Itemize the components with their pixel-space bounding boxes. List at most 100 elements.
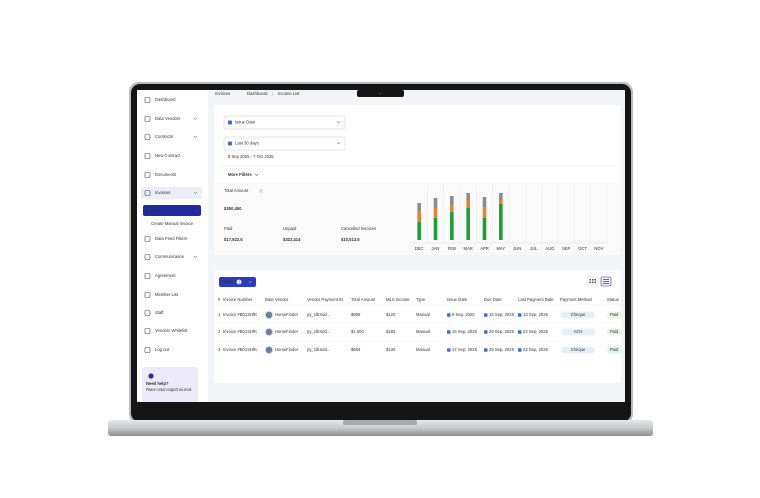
menu-item[interactable]: Invoices bbox=[155, 190, 170, 195]
x-tick-label: JUN bbox=[513, 246, 521, 251]
menu-highlight bbox=[141, 187, 202, 199]
table-cell: py_1lbXdd... bbox=[307, 329, 330, 334]
table-cell: 3 bbox=[218, 347, 221, 352]
column-header: # bbox=[218, 297, 221, 302]
column-header: Due Date bbox=[484, 297, 502, 302]
column-header: Invoice Number bbox=[223, 297, 253, 302]
table-cell: Manual bbox=[416, 312, 430, 317]
vendor-avatar bbox=[265, 328, 273, 336]
table-cell: 1 bbox=[218, 312, 221, 317]
column-header: Date Vendor bbox=[265, 297, 289, 302]
x-tick-label: NOV bbox=[594, 246, 603, 251]
bar-segment bbox=[482, 218, 487, 240]
x-tick-label: MAY bbox=[496, 246, 505, 251]
summary-value: $322,414 bbox=[283, 237, 301, 242]
bar-segment bbox=[482, 197, 487, 207]
bar-segment bbox=[450, 196, 454, 205]
screen: Dashboard Data Vendors Contracts New Contra… bbox=[137, 90, 625, 402]
filter-badge bbox=[236, 279, 242, 285]
table-cell: HomeFinder bbox=[275, 312, 299, 317]
x-tick-label: APR bbox=[480, 246, 489, 251]
chevron bbox=[254, 173, 259, 176]
bar-segment bbox=[466, 193, 470, 200]
table-cell: $599 bbox=[351, 312, 361, 317]
status-pill bbox=[607, 311, 623, 319]
sidebar bbox=[137, 90, 208, 402]
column-header: Status bbox=[607, 297, 619, 302]
column-header: MLS Income bbox=[386, 297, 410, 302]
column-header: Type bbox=[416, 297, 426, 302]
bar-segment bbox=[433, 198, 438, 208]
help-box bbox=[142, 367, 198, 402]
bar-segment bbox=[433, 208, 438, 218]
menu-item[interactable]: Data Feed Filters bbox=[155, 236, 187, 241]
calendar-icon bbox=[484, 313, 488, 317]
table-cell: Invoice #B01SHfK bbox=[223, 312, 257, 317]
summary-label: Unpaid bbox=[283, 226, 297, 231]
more-filters[interactable]: More Filters bbox=[228, 172, 252, 177]
menu-item[interactable]: Documents bbox=[155, 172, 176, 177]
table-cell: 13 Sep, 2025 bbox=[523, 312, 549, 317]
chevron bbox=[336, 121, 341, 124]
submenu-item[interactable]: Income List bbox=[150, 208, 172, 213]
bar-segment bbox=[499, 200, 503, 204]
chevron bbox=[193, 117, 198, 120]
summary-label: Total Amount bbox=[224, 188, 249, 193]
summary-label: Paid bbox=[224, 226, 233, 231]
help-title: Need help? bbox=[146, 381, 169, 386]
column-header: Total Amount bbox=[351, 297, 376, 302]
table-cell: 17 Sep, 2025 bbox=[452, 347, 478, 352]
date-range: 8 Sep 2025 - 7 Oct 2025 bbox=[228, 154, 274, 159]
menu-item[interactable]: Dashboard bbox=[155, 97, 176, 102]
menu-item[interactable]: Communication bbox=[155, 254, 185, 259]
menu-item[interactable]: Member List bbox=[155, 292, 179, 297]
bar-segment bbox=[466, 200, 470, 208]
dropdown[interactable] bbox=[223, 115, 346, 130]
table-card bbox=[214, 270, 621, 383]
menu-icon bbox=[144, 97, 151, 103]
menu-item[interactable]: Data Vendors bbox=[155, 116, 180, 121]
menu-item[interactable]: Log out bbox=[155, 347, 170, 352]
page-title: Invoices bbox=[215, 91, 230, 96]
menu-icon bbox=[144, 190, 151, 196]
column-header: Payment Method bbox=[560, 297, 592, 302]
table-cell: 15 Sep, 2025 bbox=[489, 312, 515, 317]
table-cell: HomeFinder bbox=[275, 347, 299, 352]
menu-item[interactable]: Agreement bbox=[155, 273, 176, 278]
table-cell: 25 Sep, 2025 bbox=[489, 347, 515, 352]
menu-item[interactable]: New Contract bbox=[155, 153, 181, 158]
table-cell: py_1lbXdd... bbox=[307, 347, 330, 352]
calendar-icon bbox=[447, 330, 451, 334]
help-text: Please contact support via email. bbox=[146, 387, 192, 392]
x-tick-label: JUL bbox=[530, 246, 538, 251]
bar-segment bbox=[417, 203, 421, 211]
x-tick-label: MAR bbox=[464, 246, 473, 251]
table-cell: 22 Sep, 2025 bbox=[523, 329, 549, 334]
submenu-item[interactable]: Create Manual Invoice bbox=[151, 221, 194, 226]
dropdown[interactable] bbox=[223, 136, 346, 151]
menu-icon bbox=[144, 172, 151, 178]
x-tick-label: FEB bbox=[448, 246, 456, 251]
column-header: Issue Date bbox=[447, 297, 468, 302]
method-pill bbox=[561, 346, 595, 354]
menu-item[interactable]: Vendors Whitelist bbox=[155, 328, 188, 333]
menu-active bbox=[143, 205, 201, 216]
breadcrumb: Income List bbox=[278, 91, 300, 96]
menu-item[interactable]: Staff bbox=[155, 310, 164, 315]
dropdown-value: Issue Date bbox=[235, 120, 256, 125]
bar-segment bbox=[417, 211, 421, 222]
menu-icon bbox=[144, 236, 151, 242]
menu-item[interactable]: Contracts bbox=[155, 134, 173, 139]
help-icon bbox=[148, 373, 154, 379]
filter-badge-count: 1 bbox=[238, 279, 241, 284]
table-cell: ACH bbox=[574, 329, 583, 334]
calendar-icon bbox=[518, 313, 522, 317]
menu-icon bbox=[144, 153, 151, 159]
bar-segment bbox=[450, 205, 454, 212]
summary-label: Cancelled Invoices bbox=[341, 226, 376, 231]
vendor-avatar bbox=[265, 346, 273, 354]
menu-icon bbox=[144, 310, 151, 316]
menu-icon bbox=[144, 328, 151, 334]
